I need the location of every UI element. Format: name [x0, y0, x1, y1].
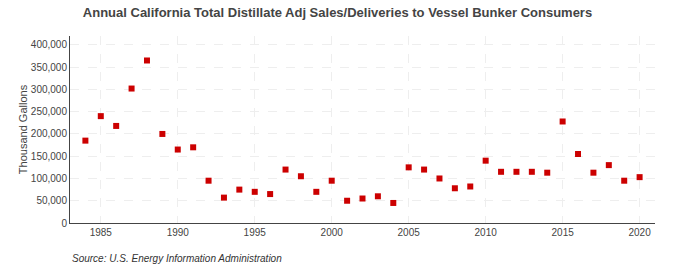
- svg-text:2005: 2005: [398, 227, 421, 238]
- svg-text:2000: 2000: [321, 227, 344, 238]
- svg-text:150,000: 150,000: [31, 151, 68, 162]
- svg-text:1990: 1990: [167, 227, 190, 238]
- svg-text:1985: 1985: [90, 227, 113, 238]
- svg-text:0: 0: [61, 218, 67, 229]
- svg-text:50,000: 50,000: [36, 195, 67, 206]
- svg-text:Thousand Gallons: Thousand Gallons: [17, 84, 29, 174]
- svg-text:2010: 2010: [475, 227, 498, 238]
- svg-text:2020: 2020: [628, 227, 651, 238]
- svg-text:Source: U.S. Energy Informatio: Source: U.S. Energy Information Administ…: [72, 253, 282, 264]
- svg-text:100,000: 100,000: [31, 173, 68, 184]
- svg-text:300,000: 300,000: [31, 84, 68, 95]
- svg-text:400,000: 400,000: [31, 39, 68, 50]
- svg-text:200,000: 200,000: [31, 128, 68, 139]
- svg-text:Annual California Total Distil: Annual California Total Distillate Adj S…: [83, 5, 592, 20]
- svg-text:2015: 2015: [552, 227, 575, 238]
- svg-text:1995: 1995: [244, 227, 267, 238]
- svg-text:250,000: 250,000: [31, 106, 68, 117]
- svg-text:350,000: 350,000: [31, 62, 68, 73]
